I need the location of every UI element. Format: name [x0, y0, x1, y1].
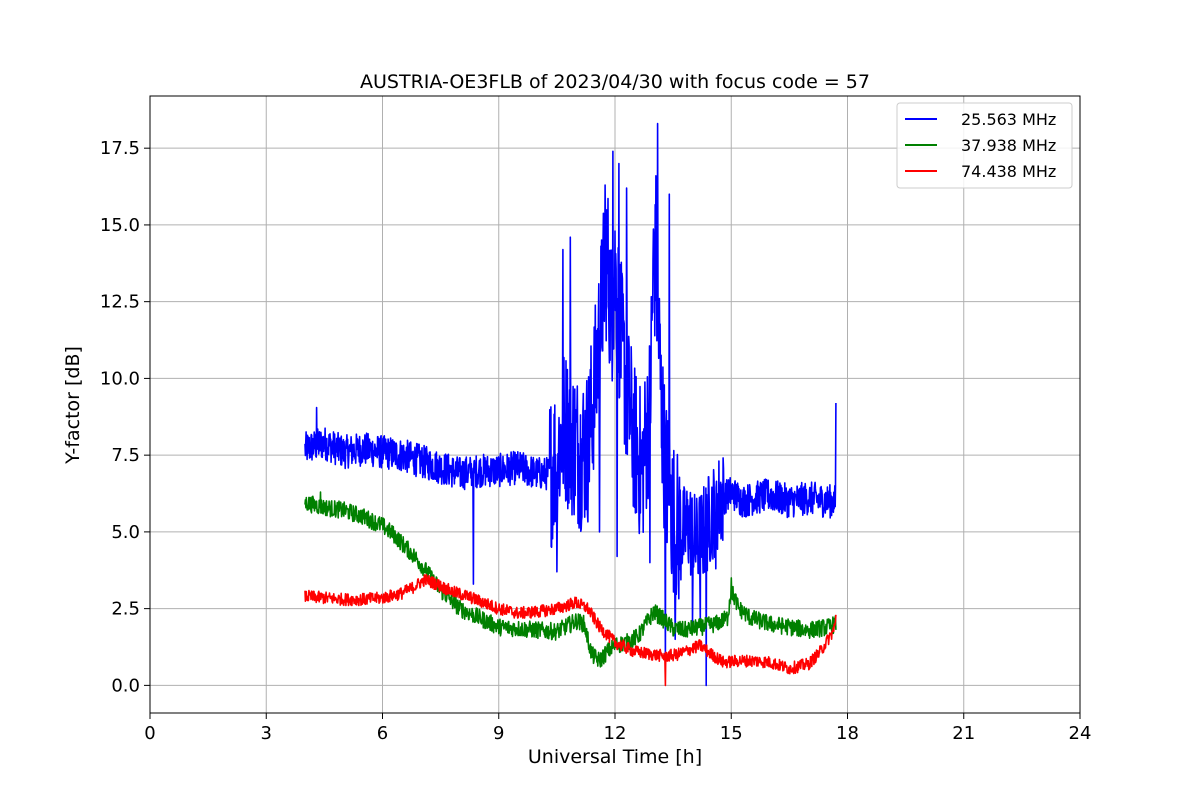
- legend-box: [896, 102, 1073, 189]
- series-line: [304, 491, 837, 668]
- legend-label: 74.438 MHz: [961, 162, 1056, 181]
- series-line: [304, 122, 837, 687]
- y-tick-label: 12.5: [100, 292, 140, 313]
- series-layer: [304, 122, 837, 687]
- x-tick-label: 9: [493, 723, 504, 744]
- x-axis-title: Universal Time [h]: [528, 746, 702, 768]
- chart-title: AUSTRIA-OE3FLB of 2023/04/30 with focus …: [360, 71, 870, 93]
- x-tick-label: 6: [377, 723, 388, 744]
- x-tick-label: 3: [261, 723, 272, 744]
- series-line: [304, 573, 837, 687]
- legend-label: 25.563 MHz: [961, 110, 1056, 129]
- legend: 25.563 MHz 37.938 MHz 74.438 MHz: [896, 102, 1073, 189]
- y-tick-label: 17.5: [100, 138, 140, 159]
- y-tick-label: 10.0: [100, 368, 140, 389]
- y-tick-label: 2.5: [111, 599, 140, 620]
- x-tick-label: 15: [720, 723, 743, 744]
- x-tick-label: 18: [836, 723, 859, 744]
- y-axis: 0.0 2.5 5.0 7.5 10.0 12.5 15.0 17.5: [100, 138, 150, 696]
- legend-label: 37.938 MHz: [961, 136, 1056, 155]
- x-axis: 0 3 6 9 12 15 18 21 24: [144, 713, 1091, 744]
- y-tick-label: 0.0: [111, 675, 140, 696]
- x-tick-label: 24: [1069, 723, 1092, 744]
- x-tick-label: 0: [144, 723, 155, 744]
- y-axis-title: Y-factor [dB]: [62, 346, 84, 465]
- y-tick-label: 15.0: [100, 215, 140, 236]
- x-tick-label: 21: [952, 723, 975, 744]
- y-tick-label: 7.5: [111, 445, 140, 466]
- y-tick-label: 5.0: [111, 522, 140, 543]
- x-tick-label: 12: [604, 723, 627, 744]
